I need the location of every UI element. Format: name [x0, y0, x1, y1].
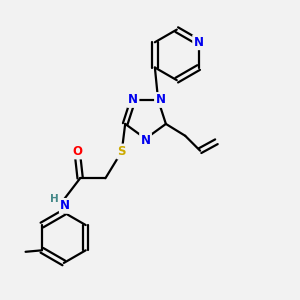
Text: N: N: [155, 94, 166, 106]
Text: N: N: [60, 200, 70, 212]
Text: N: N: [140, 134, 151, 147]
Text: H: H: [50, 194, 59, 204]
Text: N: N: [194, 36, 204, 49]
Text: N: N: [128, 94, 138, 106]
Text: O: O: [72, 145, 82, 158]
Text: S: S: [118, 145, 126, 158]
